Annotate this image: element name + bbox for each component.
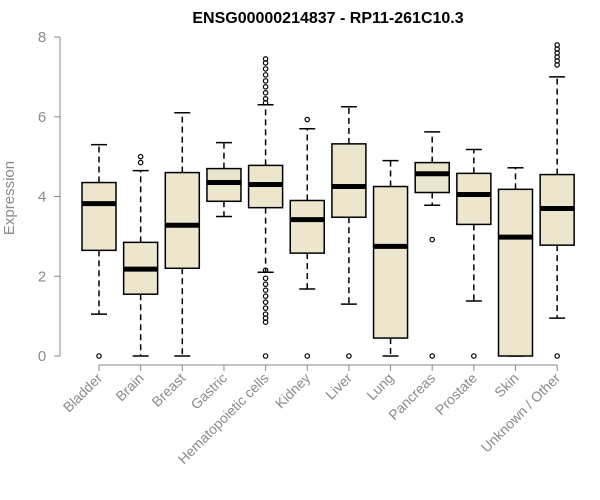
iqr-box <box>456 172 492 226</box>
box-liver <box>331 106 367 359</box>
outlier-point <box>262 305 269 311</box>
outlier-point <box>262 72 269 78</box>
box-gastric <box>206 141 242 218</box>
x-tick-label: Breast <box>148 370 188 410</box>
box-bladder <box>81 143 117 359</box>
chart-title: ENSG00000214837 - RP11-261C10.3 <box>192 10 463 27</box>
y-axis-label: Expression <box>1 161 18 235</box>
iqr-box <box>289 199 325 254</box>
outlier-point <box>262 56 269 62</box>
outlier-point <box>262 66 269 72</box>
box-hematopoietic-cells <box>247 56 284 359</box>
box-brain <box>122 153 159 357</box>
iqr-box <box>414 161 450 194</box>
outlier-point <box>346 353 352 359</box>
outlier-point <box>262 287 269 294</box>
outlier-point <box>429 236 436 243</box>
outlier-point <box>262 353 269 359</box>
outlier-point <box>262 96 269 102</box>
outlier-point <box>262 293 269 299</box>
outlier-point <box>429 353 436 359</box>
iqr-box <box>497 188 534 357</box>
outlier-point <box>262 275 269 282</box>
x-tick-label: Unknown / Other <box>478 370 564 456</box>
x-tick-label: Lung <box>363 370 396 403</box>
y-axis: 0 2 4 6 8 <box>38 29 61 365</box>
outlier-point <box>554 353 560 359</box>
x-tick-label: Bladder <box>60 370 106 416</box>
iqr-box <box>81 181 117 252</box>
x-tick-label: Brain <box>112 370 146 404</box>
x-tick-label: Liver <box>322 370 355 403</box>
y-tick-label: 2 <box>38 268 46 285</box>
box-pancreas <box>414 131 450 359</box>
boxes-group <box>81 42 575 359</box>
y-tick-label: 8 <box>38 29 46 46</box>
iqr-box <box>372 185 409 339</box>
outlier-point <box>262 281 269 288</box>
outlier-point <box>304 116 311 123</box>
outlier-point <box>262 90 269 96</box>
outlier-point <box>96 353 102 359</box>
iqr-box <box>164 171 201 270</box>
y-tick-label: 4 <box>38 189 46 206</box>
outlier-point <box>262 78 269 84</box>
x-tick-label: Skin <box>491 370 522 401</box>
outlier-point <box>262 84 269 90</box>
box-prostate <box>456 148 492 359</box>
box-breast <box>164 112 201 357</box>
box-skin <box>497 167 534 357</box>
box-kidney <box>289 116 325 359</box>
box-unknown-other <box>539 42 575 359</box>
outlier-point <box>137 153 144 160</box>
y-tick-label: 6 <box>38 109 46 126</box>
x-tick-label: Kidney <box>272 370 314 412</box>
outlier-point <box>262 267 269 274</box>
outlier-point <box>554 42 560 48</box>
outlier-point <box>137 159 144 166</box>
y-tick-label: 0 <box>38 348 46 365</box>
iqr-box <box>331 143 367 218</box>
outlier-point <box>262 299 269 305</box>
outlier-point <box>471 353 477 359</box>
outlier-point <box>304 353 311 359</box>
outlier-point <box>262 311 269 317</box>
box-lung <box>372 159 409 357</box>
x-tick-label: Prostate <box>432 370 480 418</box>
